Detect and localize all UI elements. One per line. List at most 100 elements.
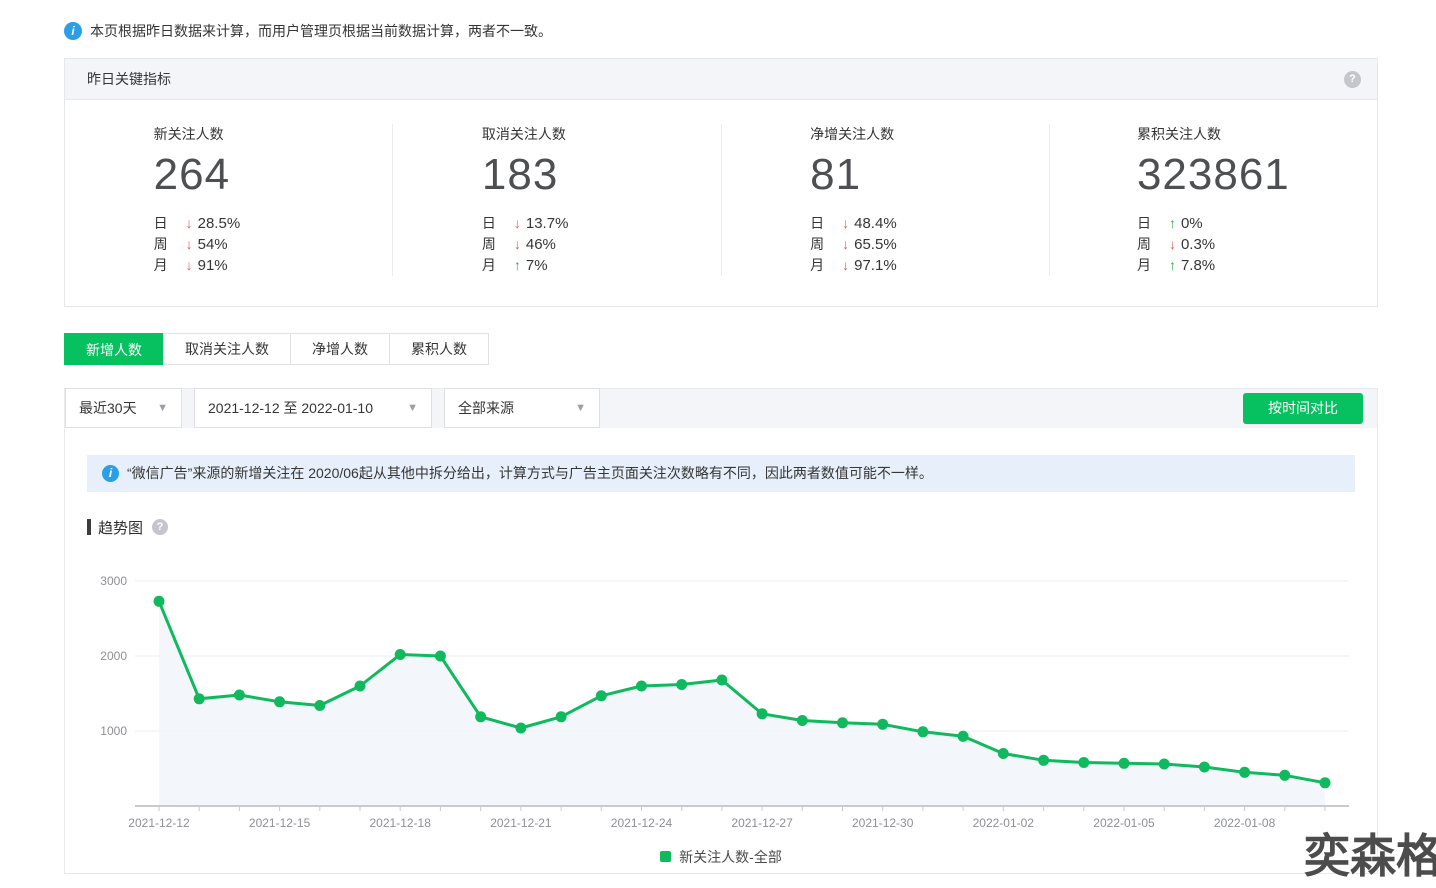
period-label: 周 xyxy=(1136,235,1151,252)
tab-净增人数[interactable]: 净增人数 xyxy=(290,332,390,365)
y-axis-label: 2000 xyxy=(100,649,127,663)
data-point[interactable] xyxy=(555,710,567,722)
period-label: 月 xyxy=(810,256,825,273)
chevron-down-icon: ▼ xyxy=(575,402,586,415)
x-axis-label: 2021-12-27 xyxy=(731,816,793,830)
trend-chart-title: 趋势图 ? xyxy=(87,517,1355,538)
metric-value: 323861 xyxy=(1136,150,1290,199)
arrow-down-icon: ↓ xyxy=(185,214,193,231)
data-point[interactable] xyxy=(917,725,929,737)
metric-change-row: 日 ↓ 13.7% xyxy=(482,213,632,234)
data-point[interactable] xyxy=(1038,754,1050,766)
trend-line xyxy=(157,599,1327,784)
change-percent: 46% xyxy=(525,235,556,253)
arrow-up-icon: ↑ xyxy=(1168,256,1176,273)
key-metrics-body: 新关注人数 264 日 ↓ 28.5% 周 ↓ 54% 月 ↓ 91% 取消关注… xyxy=(65,100,1377,306)
help-icon[interactable]: ? xyxy=(1344,70,1361,88)
x-axis-label: 2021-12-15 xyxy=(249,816,311,830)
data-point[interactable] xyxy=(354,680,366,692)
data-point[interactable] xyxy=(837,716,848,728)
data-point[interactable] xyxy=(716,674,728,686)
data-point[interactable] xyxy=(434,650,446,662)
date-range-dropdown[interactable]: 2021-12-12 至 2022-01-10 ▼ xyxy=(194,388,432,429)
period-label: 月 xyxy=(153,256,168,273)
legend-swatch xyxy=(660,851,672,863)
source-value: 全部来源 xyxy=(458,400,514,417)
data-point[interactable] xyxy=(314,699,326,711)
metric-change-row: 月 ↓ 91% xyxy=(154,255,304,276)
arrow-down-icon: ↓ xyxy=(513,235,521,252)
data-point[interactable] xyxy=(233,689,245,701)
metric-change-row: 周 ↓ 54% xyxy=(154,234,304,255)
chart-section: 最近30天 ▼ 2021-12-12 至 2022-01-10 ▼ 全部来源 ▼… xyxy=(64,387,1378,874)
data-point[interactable] xyxy=(636,680,647,692)
data-point[interactable] xyxy=(796,714,808,726)
info-icon: i xyxy=(64,22,82,40)
data-point[interactable] xyxy=(515,722,527,734)
legend-label: 新关注人数-全部 xyxy=(679,848,782,865)
x-axis-label: 2022-01-05 xyxy=(1093,816,1155,830)
filter-bar: 最近30天 ▼ 2021-12-12 至 2022-01-10 ▼ 全部来源 ▼… xyxy=(65,387,1377,429)
x-axis-label: 2021-12-30 xyxy=(852,816,914,830)
data-point[interactable] xyxy=(1198,761,1210,773)
data-point[interactable] xyxy=(274,695,286,707)
period-label: 周 xyxy=(153,235,168,252)
key-metrics-header: 昨日关键指标 ? xyxy=(65,59,1377,100)
compare-by-time-button[interactable]: 按时间对比 xyxy=(1243,392,1363,424)
data-point[interactable] xyxy=(1158,758,1170,770)
metric-value: 81 xyxy=(810,150,862,199)
change-percent: 0% xyxy=(1180,214,1203,232)
metric-card: 取消关注人数 183 日 ↓ 13.7% 周 ↓ 46% 月 ↑ 7% xyxy=(393,124,722,276)
tab-新增人数[interactable]: 新增人数 xyxy=(64,332,164,365)
area-fill xyxy=(159,600,1325,806)
tab-累积人数[interactable]: 累积人数 xyxy=(389,332,489,365)
change-percent: 13.7% xyxy=(525,214,569,232)
help-icon[interactable]: ? xyxy=(152,519,169,536)
change-percent: 97.1% xyxy=(854,256,897,274)
time-range-value: 最近30天 xyxy=(79,400,137,417)
y-axis-label: 3000 xyxy=(100,574,127,588)
y-axis-label: 1000 xyxy=(100,724,127,738)
data-point[interactable] xyxy=(394,648,406,660)
metric-tabs: 新增人数 取消关注人数 净增人数 累积人数 xyxy=(64,332,1436,365)
info-icon: i xyxy=(102,464,119,482)
data-point[interactable] xyxy=(1239,766,1251,778)
metric-change-row: 周 ↓ 65.5% xyxy=(810,234,960,255)
trend-title-text: 趋势图 xyxy=(98,519,144,537)
notice-text: “微信广告”来源的新增关注在 2020/06起从其他中拆分给出，计算方式与广告主… xyxy=(127,465,933,482)
period-label: 日 xyxy=(1136,214,1151,231)
trend-chart: 1000 2000 3000 2021-12-12 2021-12-15 2021-12-… xyxy=(77,552,1377,843)
data-point[interactable] xyxy=(475,710,487,722)
data-point[interactable] xyxy=(193,692,205,704)
period-label: 周 xyxy=(481,235,496,252)
data-point[interactable] xyxy=(957,730,969,742)
change-percent: 0.3% xyxy=(1180,235,1216,253)
time-range-dropdown[interactable]: 最近30天 ▼ xyxy=(65,388,182,429)
data-point[interactable] xyxy=(595,689,607,701)
data-point[interactable] xyxy=(676,678,688,690)
change-percent: 48.4% xyxy=(854,214,897,232)
data-point[interactable] xyxy=(997,747,1009,759)
source-dropdown[interactable]: 全部来源 ▼ xyxy=(444,388,600,429)
data-point[interactable] xyxy=(1319,776,1331,788)
period-label: 日 xyxy=(481,214,496,231)
data-point[interactable] xyxy=(1279,769,1291,781)
metric-change-row: 月 ↓ 97.1% xyxy=(810,255,960,276)
period-label: 周 xyxy=(810,235,825,252)
metric-value: 183 xyxy=(481,150,559,199)
metric-card: 累积关注人数 323861 日 ↑ 0% 周 ↓ 0.3% 月 ↑ 7.8% xyxy=(1050,124,1377,276)
arrow-down-icon: ↓ xyxy=(842,214,850,231)
x-axis-label: 2021-12-24 xyxy=(611,816,673,830)
data-point[interactable] xyxy=(877,718,889,730)
data-point[interactable] xyxy=(1118,757,1130,769)
data-point[interactable] xyxy=(756,707,768,719)
arrow-up-icon: ↑ xyxy=(513,256,521,273)
data-point[interactable] xyxy=(1078,756,1090,768)
chart-legend[interactable]: 新关注人数-全部 xyxy=(65,847,1377,867)
metric-label: 取消关注人数 xyxy=(481,126,566,142)
trend-chart-svg: 1000 2000 3000 2021-12-12 2021-12-15 2021-12-… xyxy=(100,574,1349,830)
tab-取消关注人数[interactable]: 取消关注人数 xyxy=(163,332,291,365)
page-note: i 本页根据昨日数据来计算，而用户管理页根据当前数据计算，两者不一致。 xyxy=(0,0,1436,41)
data-point[interactable] xyxy=(153,595,165,607)
change-percent: 91% xyxy=(197,256,228,274)
